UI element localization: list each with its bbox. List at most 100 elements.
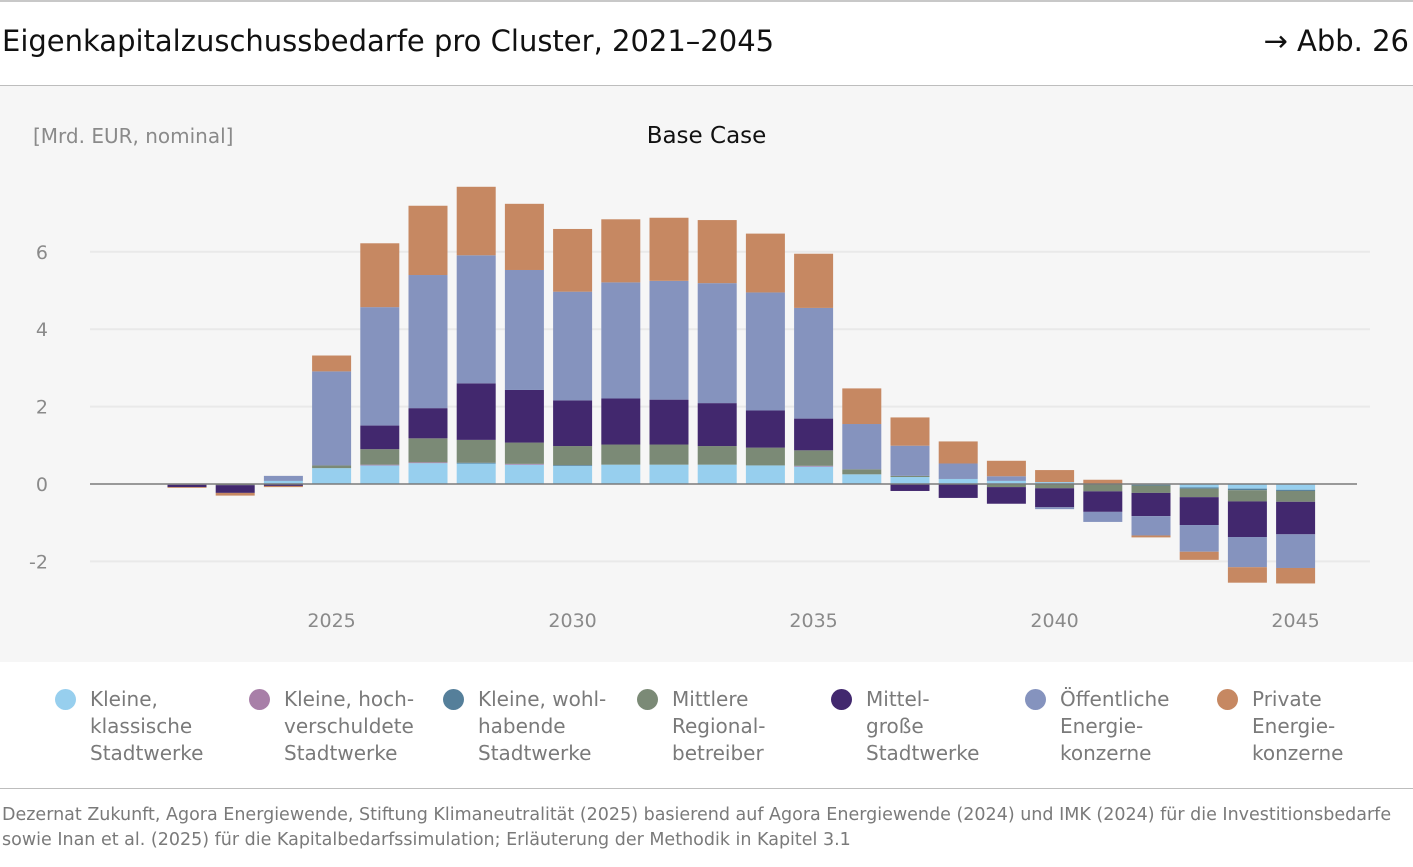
bar-segment <box>1179 488 1219 498</box>
bar-segment <box>215 492 255 496</box>
bar-segment <box>1227 488 1267 491</box>
bar-segment <box>697 403 737 447</box>
bar-segment <box>697 220 737 284</box>
bar-segment <box>504 442 544 464</box>
legend-item: Mittlere Regional- betreiber <box>637 686 766 767</box>
bar-segment <box>1131 485 1171 493</box>
bar-segment <box>649 464 689 484</box>
bar-segment <box>1035 482 1075 484</box>
bar-segment <box>456 255 496 384</box>
bar-segment <box>456 186 496 256</box>
bar-segment <box>986 476 1026 481</box>
bar-segment <box>794 307 834 419</box>
legend-item: Öffentliche Energie- konzerne <box>1025 686 1169 767</box>
bar-segment <box>263 485 303 488</box>
figure-reference: → Abb. 26 <box>1263 24 1409 58</box>
divider <box>0 85 1413 86</box>
bar-segment <box>553 446 593 466</box>
bar-segment <box>553 400 593 447</box>
bar-segment <box>1131 535 1171 538</box>
bar-segment <box>649 217 689 281</box>
bar-segment <box>1035 470 1075 483</box>
x-tick-label: 2025 <box>307 610 355 632</box>
bar-segment <box>504 269 544 390</box>
bar-segment <box>794 450 834 466</box>
bar-segment <box>1276 484 1316 490</box>
bar-segment <box>360 464 400 466</box>
bar-segment <box>456 462 496 464</box>
bar-segment <box>360 425 400 450</box>
stacked-bar-chart: -2 0 2 4 6 2025 2030 2035 2040 2045 <box>29 186 1370 632</box>
bar-segment <box>842 424 882 470</box>
bar-segment <box>601 282 641 399</box>
legend-swatch <box>55 689 76 710</box>
bar-segment <box>890 475 930 478</box>
bar-segment <box>745 465 785 484</box>
legend-swatch <box>249 689 270 710</box>
bar-segment <box>1276 490 1316 502</box>
legend-item: Kleine, hoch- verschuldete Stadtwerke <box>249 686 414 767</box>
bar-segment <box>794 253 834 308</box>
legend-label: Private Energie- konzerne <box>1252 687 1344 765</box>
legend-item: Private Energie- konzerne <box>1217 686 1343 767</box>
bar-segment <box>408 462 448 464</box>
bar-segment <box>1179 497 1219 526</box>
bar-segment <box>986 460 1026 477</box>
legend-swatch <box>637 689 658 710</box>
x-tick-label: 2035 <box>789 610 837 632</box>
bar-segment <box>890 445 930 476</box>
legend-item: Kleine, klassische Stadtwerke <box>55 686 203 767</box>
legend-swatch <box>443 689 464 710</box>
bar-segment <box>842 474 882 484</box>
bar-segment <box>408 408 448 439</box>
bar-segment <box>263 484 303 486</box>
bar-segment <box>215 485 255 493</box>
bar-segment <box>312 371 352 466</box>
chart-subtitle: Base Case <box>646 123 767 149</box>
bar-segment <box>1179 551 1219 560</box>
bar-segment <box>842 469 882 475</box>
bar-segment <box>1131 516 1171 536</box>
legend-swatch <box>1217 689 1238 710</box>
bar-segment <box>360 307 400 426</box>
bar-segment <box>649 399 689 445</box>
bar-segment <box>890 484 930 491</box>
bar-segment <box>697 283 737 404</box>
bar-segment <box>1083 491 1123 512</box>
bar-segment <box>649 280 689 400</box>
bar-segment <box>553 228 593 292</box>
bar-segment <box>553 465 593 466</box>
bar-segment <box>890 417 930 446</box>
x-tick-label: 2030 <box>548 610 596 632</box>
y-tick-label: 4 <box>36 319 48 341</box>
bar-segment <box>1083 484 1123 492</box>
bar-segment <box>794 418 834 451</box>
bar-segment <box>1035 484 1075 489</box>
bar-segment <box>504 203 544 270</box>
bar-segment <box>360 243 400 308</box>
legend-item: Mittel- große Stadtwerke <box>831 686 979 767</box>
bar-segment <box>601 398 641 445</box>
bar-segment <box>745 233 785 293</box>
bar-segment <box>167 487 207 488</box>
bar-segment <box>938 463 978 479</box>
bar-segment <box>456 439 496 463</box>
bar-segment <box>408 463 448 484</box>
bar-segment <box>504 389 544 443</box>
legend-label: Kleine, hoch- verschuldete Stadtwerke <box>284 687 415 765</box>
legend: Kleine, klassische Stadtwerke Kleine, hoc… <box>0 686 1413 776</box>
bar-segment <box>553 291 593 401</box>
y-axis-unit: [Mrd. EUR, nominal] <box>33 124 234 148</box>
bar-segment <box>986 484 1026 488</box>
bar-segment <box>986 487 1026 504</box>
bar-segment <box>745 410 785 448</box>
bar-segment <box>408 205 448 276</box>
bar-segment <box>263 475 303 481</box>
bar-segment <box>456 463 496 484</box>
bar-segment <box>1227 567 1267 583</box>
bar-segment <box>1227 501 1267 538</box>
legend-item: Kleine, wohl- habende Stadtwerke <box>443 686 606 767</box>
bar-segment <box>456 383 496 440</box>
bar-segment <box>745 447 785 466</box>
bar-segment <box>1035 488 1075 508</box>
